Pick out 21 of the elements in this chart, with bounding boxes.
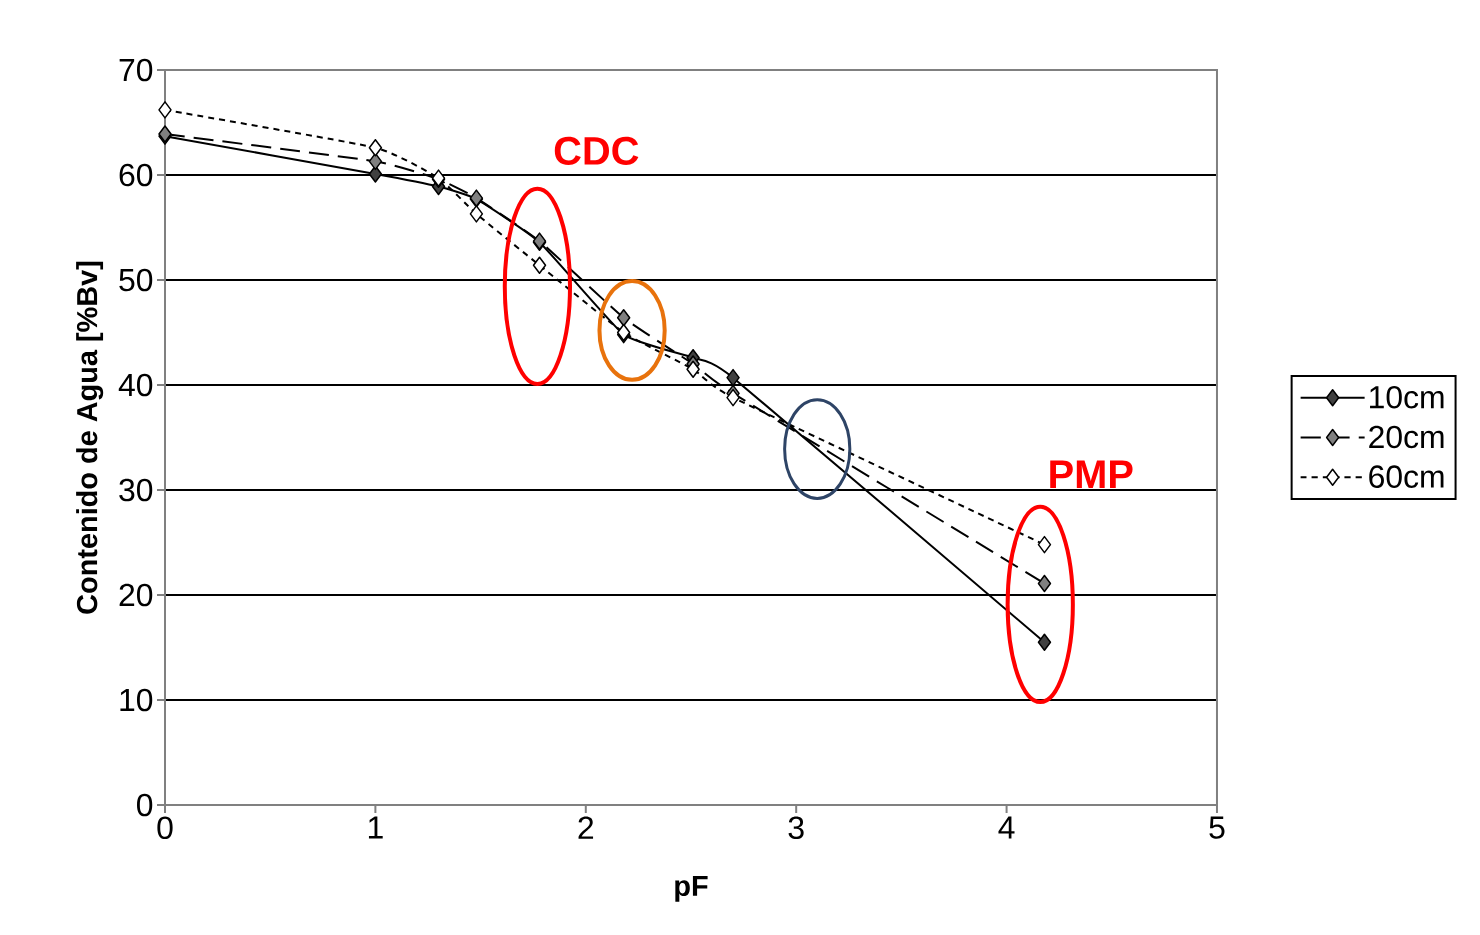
y-tick-label: 50 [119,268,153,292]
x-axis-title: pF [675,875,708,902]
legend-label: 60cm [1369,465,1444,488]
y-axis-title: Contenido de Agua [%Bv] [76,261,104,614]
y-tick-label: 10 [120,688,153,712]
y-tick-label: 20 [119,583,153,607]
annotation: PMP [1050,460,1133,488]
annotation: CDC [554,136,639,165]
x-tick-label: 3 [788,816,804,840]
x-tick-label: 0 [157,816,173,840]
y-tick-label: 60 [119,163,153,187]
legend-label: 10cm [1370,385,1444,409]
x-tick-label: 2 [578,816,594,839]
y-tick-label: 70 [119,58,153,82]
y-tick-label: 0 [137,793,153,817]
legend-label: 20cm [1369,425,1444,449]
x-tick-label: 4 [998,816,1015,839]
y-tick-label: 40 [118,373,153,397]
x-tick-label: 5 [1209,816,1225,839]
x-tick-label: 1 [368,816,383,839]
y-tick-label: 30 [119,478,153,502]
